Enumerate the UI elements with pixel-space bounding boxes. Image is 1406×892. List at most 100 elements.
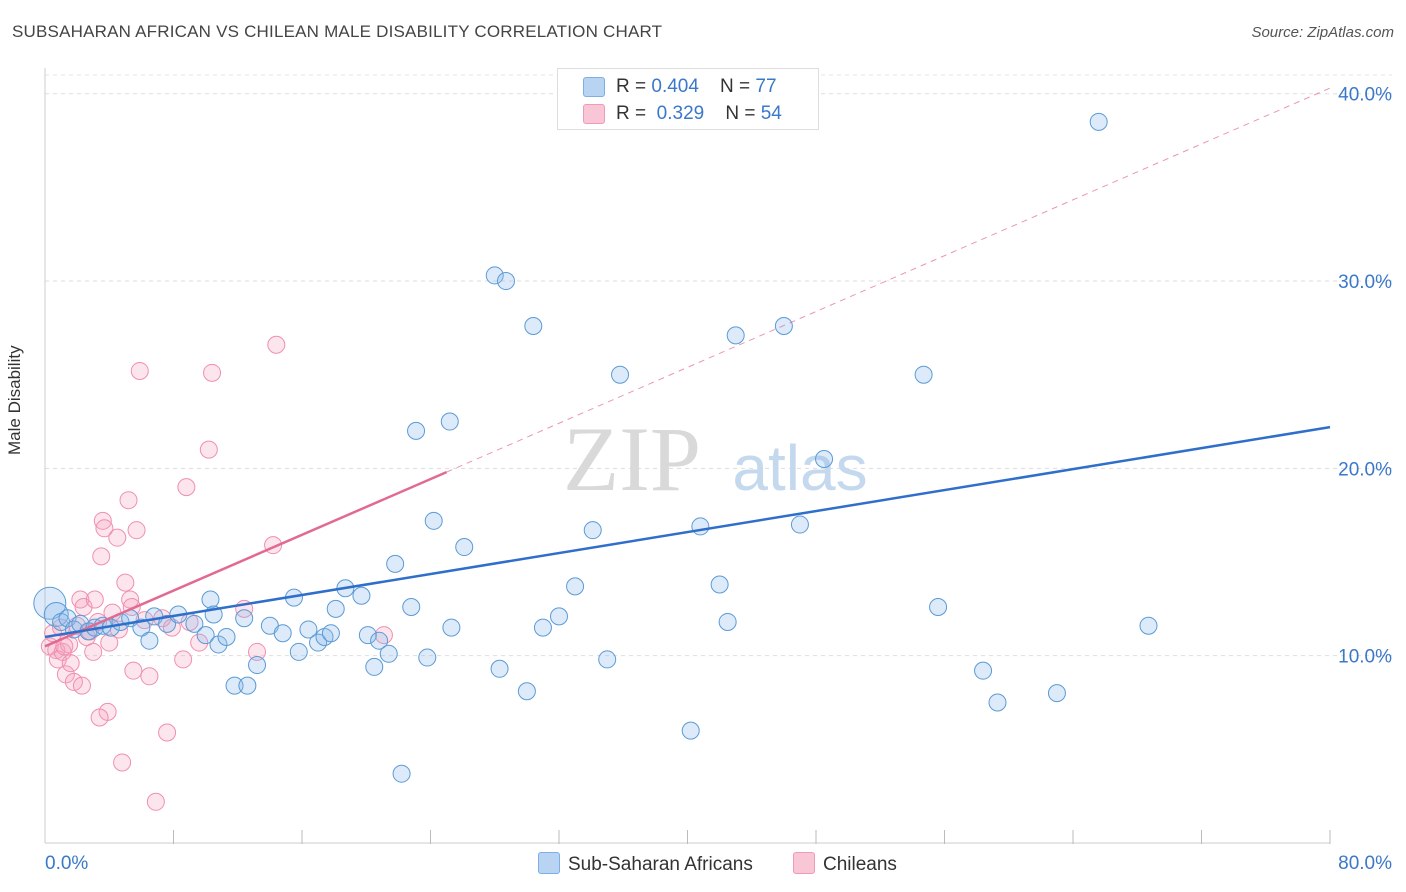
chileans-point <box>121 590 140 609</box>
subsaharan-point <box>974 661 993 680</box>
chileans-point <box>190 633 209 652</box>
chileans-point <box>374 626 393 645</box>
chileans-point <box>267 335 286 354</box>
subsaharan-point <box>929 597 948 616</box>
subsaharan-point <box>1089 112 1108 131</box>
subsaharan-point <box>691 517 710 536</box>
subsaharan-point <box>490 659 509 678</box>
correlation-legend: R = 0.404 N = 77 R = 0.329 N = 54 <box>557 68 819 130</box>
subsaharan-point <box>248 656 267 675</box>
chileans-point <box>113 753 132 772</box>
chileans-point <box>130 361 149 380</box>
x-tick-label: 0.0% <box>45 853 88 874</box>
chileans-point <box>90 708 109 727</box>
subsaharan-point <box>598 650 617 669</box>
tick-labels: 10.0% 20.0% 30.0% 40.0% 0.0% 80.0% <box>45 85 1392 874</box>
subsaharan-point <box>485 266 504 285</box>
subsaharan-point <box>442 618 461 637</box>
subsaharan-point <box>524 317 543 336</box>
chileans-point <box>84 642 103 661</box>
subsaharan-point <box>455 538 474 557</box>
legend-swatch-blue <box>583 77 605 97</box>
subsaharan-point <box>326 599 345 618</box>
subsaharan-point <box>217 627 236 646</box>
legend-swatch-blue <box>538 852 560 874</box>
legend-r-value: 0.329 <box>656 103 705 124</box>
subsaharan-point <box>1047 684 1066 703</box>
grid <box>45 74 1392 657</box>
subsaharan-point <box>235 609 254 628</box>
chileans-point <box>158 723 177 742</box>
subsaharan-points <box>33 112 1158 783</box>
subsaharan-point <box>402 597 421 616</box>
subsaharan-point <box>496 272 515 291</box>
subsaharan-point <box>185 614 204 633</box>
subsaharan-point <box>988 693 1007 712</box>
source-label: Source: ZipAtlas.com <box>1251 24 1394 41</box>
subsaharan-point <box>225 676 244 695</box>
subsaharan-point <box>418 648 437 667</box>
subsaharan-point <box>914 365 933 384</box>
subsaharan-point <box>583 521 602 540</box>
chileans-trend-line <box>44 470 448 648</box>
legend-item-chileans[interactable]: Chileans <box>793 852 897 876</box>
subsaharan-point <box>718 612 737 631</box>
subsaharan-point <box>440 412 459 431</box>
subsaharan-point <box>370 631 389 650</box>
subsaharan-point <box>321 624 340 643</box>
chileans-point <box>199 440 218 459</box>
subsaharan-point <box>140 631 159 650</box>
subsaharan-point <box>386 554 405 573</box>
subsaharan-point <box>533 618 552 637</box>
legend-label: Sub-Saharan Africans <box>568 854 753 875</box>
axes <box>44 68 1331 844</box>
legend-item-subsaharan[interactable]: Sub-Saharan Africans <box>538 852 753 876</box>
subsaharan-point <box>365 657 384 676</box>
chileans-point <box>95 519 114 538</box>
subsaharan-point <box>201 590 220 609</box>
y-tick-label: 10.0% <box>1338 647 1392 668</box>
subsaharan-point <box>566 577 585 596</box>
subsaharan-point <box>33 586 67 620</box>
chileans-point <box>72 676 91 695</box>
subsaharan-point <box>132 618 151 637</box>
subsaharan-point <box>299 620 318 639</box>
x-tick-label: 80.0% <box>1338 853 1392 874</box>
chileans-point <box>174 650 193 669</box>
subsaharan-point <box>790 515 809 534</box>
chileans-point <box>177 478 196 497</box>
subsaharan-point <box>407 421 426 440</box>
subsaharan-point <box>379 644 398 663</box>
subsaharan-point <box>358 626 377 645</box>
chileans-point <box>124 661 143 680</box>
chileans-point <box>92 547 111 566</box>
legend-swatch-pink <box>583 104 605 124</box>
legend-text: R = 0.329 N = 54 <box>616 103 782 124</box>
chileans-point <box>108 528 127 547</box>
subsaharan-point <box>681 721 700 740</box>
chileans-point <box>127 521 146 540</box>
watermark: ZIP atlas <box>563 408 868 510</box>
subsaharan-point <box>611 365 630 384</box>
legend-label: Chileans <box>823 854 897 875</box>
chileans-point <box>140 667 159 686</box>
chileans-point <box>85 590 104 609</box>
chileans-point <box>116 573 135 592</box>
chileans-points <box>40 335 393 811</box>
subsaharan-point <box>392 764 411 783</box>
chileans-point <box>119 491 138 510</box>
chileans-point <box>100 633 119 652</box>
subsaharan-point <box>238 676 257 695</box>
chileans-trend-extension <box>446 87 1331 473</box>
subsaharan-point <box>289 642 308 661</box>
subsaharan-point <box>517 682 536 701</box>
subsaharan-point <box>550 607 568 626</box>
legend-r-value: 0.404 <box>651 76 699 97</box>
chileans-point <box>248 642 267 661</box>
chart-title: SUBSAHARAN AFRICAN VS CHILEAN MALE DISAB… <box>12 22 663 41</box>
chileans-point <box>203 363 222 382</box>
legend-text: R = 0.404 N = 77 <box>616 76 777 97</box>
trend-lines <box>44 87 1331 648</box>
subsaharan-point <box>273 624 292 643</box>
